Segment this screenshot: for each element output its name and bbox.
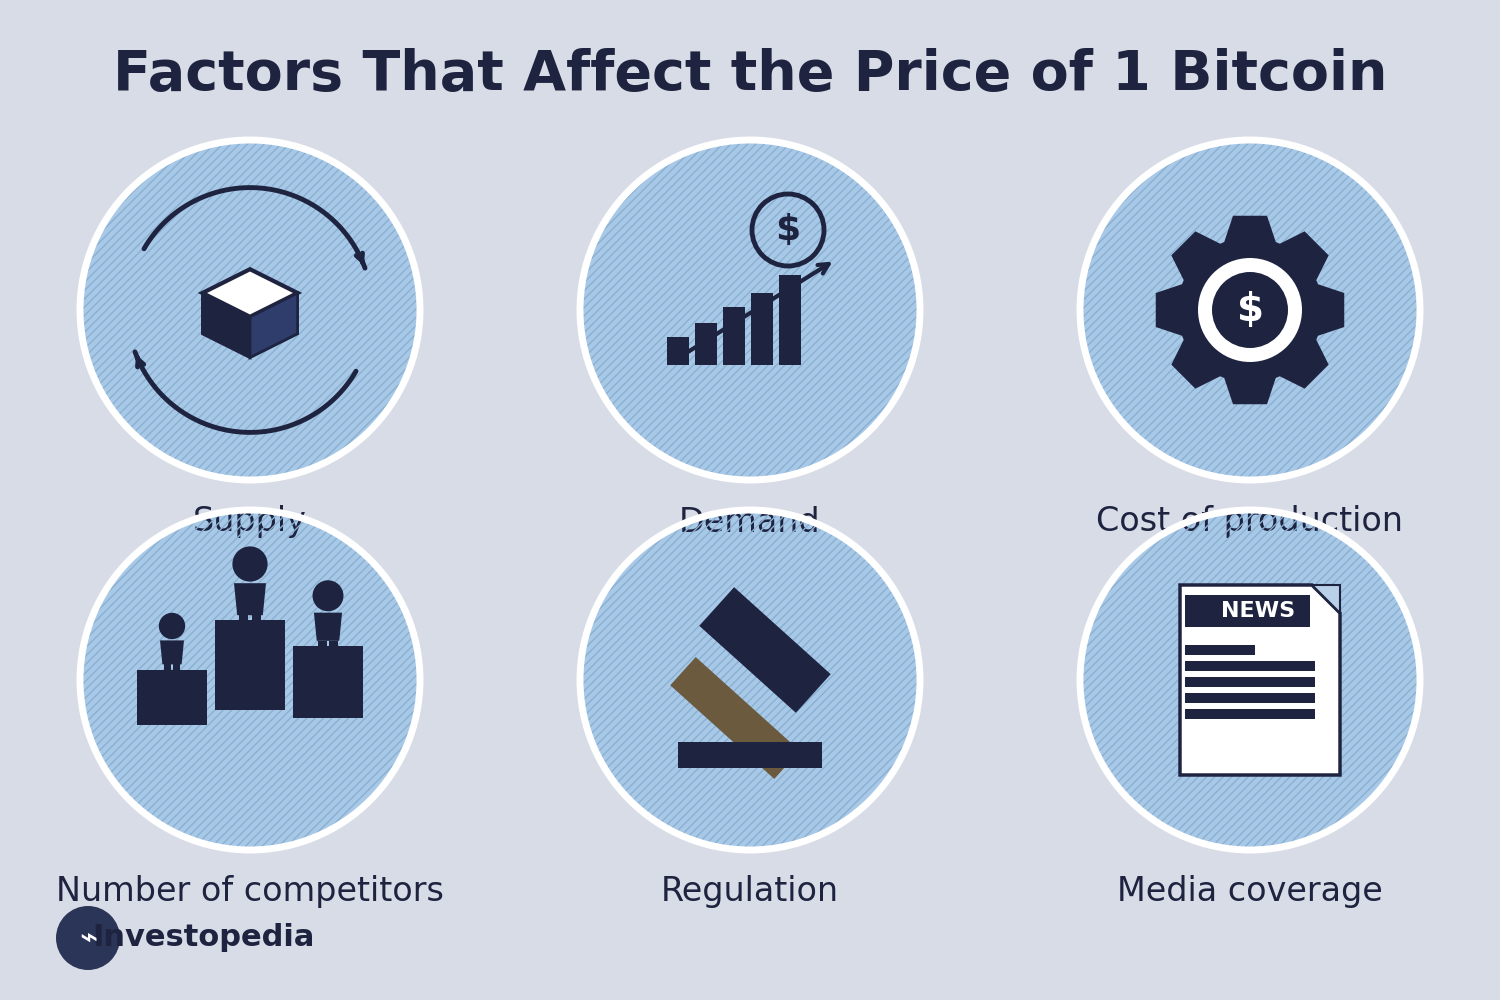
Polygon shape bbox=[1180, 585, 1340, 775]
Text: Factors That Affect the Price of 1 Bitcoin: Factors That Affect the Price of 1 Bitco… bbox=[112, 48, 1388, 102]
Polygon shape bbox=[723, 307, 746, 365]
Circle shape bbox=[80, 510, 420, 850]
Circle shape bbox=[232, 546, 267, 582]
Polygon shape bbox=[330, 641, 338, 663]
Polygon shape bbox=[314, 613, 342, 641]
Polygon shape bbox=[252, 615, 261, 641]
Polygon shape bbox=[1156, 216, 1344, 404]
Polygon shape bbox=[1312, 585, 1340, 613]
Text: Supply: Supply bbox=[194, 506, 308, 538]
Polygon shape bbox=[202, 269, 297, 317]
Polygon shape bbox=[668, 337, 688, 365]
Polygon shape bbox=[1185, 709, 1316, 719]
Polygon shape bbox=[234, 583, 266, 615]
Polygon shape bbox=[214, 620, 285, 710]
Text: Number of competitors: Number of competitors bbox=[56, 876, 444, 908]
Polygon shape bbox=[678, 742, 822, 768]
Polygon shape bbox=[694, 323, 717, 365]
Text: Demand: Demand bbox=[680, 506, 820, 538]
Polygon shape bbox=[1185, 677, 1316, 687]
Polygon shape bbox=[238, 615, 249, 641]
Circle shape bbox=[56, 906, 120, 970]
Text: $: $ bbox=[776, 213, 801, 247]
Polygon shape bbox=[1185, 693, 1316, 703]
Polygon shape bbox=[699, 587, 831, 713]
Circle shape bbox=[312, 580, 344, 611]
Polygon shape bbox=[1185, 661, 1316, 671]
Text: Media coverage: Media coverage bbox=[1118, 876, 1383, 908]
Polygon shape bbox=[164, 664, 171, 684]
Polygon shape bbox=[251, 293, 297, 358]
Text: NEWS: NEWS bbox=[1221, 601, 1294, 621]
Circle shape bbox=[580, 510, 920, 850]
Circle shape bbox=[1212, 272, 1288, 348]
Text: Regulation: Regulation bbox=[662, 876, 839, 908]
Circle shape bbox=[80, 140, 420, 480]
Polygon shape bbox=[752, 293, 772, 365]
Circle shape bbox=[1080, 510, 1420, 850]
Polygon shape bbox=[292, 646, 363, 718]
Circle shape bbox=[580, 140, 920, 480]
Polygon shape bbox=[318, 641, 327, 663]
Circle shape bbox=[1080, 140, 1420, 480]
Polygon shape bbox=[160, 640, 184, 664]
Polygon shape bbox=[136, 670, 207, 725]
Polygon shape bbox=[778, 275, 801, 365]
Circle shape bbox=[1198, 258, 1302, 362]
Polygon shape bbox=[1185, 595, 1310, 627]
Circle shape bbox=[159, 613, 184, 639]
Polygon shape bbox=[172, 664, 180, 684]
Text: ⌁: ⌁ bbox=[80, 924, 98, 952]
Text: $: $ bbox=[1236, 291, 1263, 329]
Text: Investopedia: Investopedia bbox=[92, 924, 314, 952]
Text: Cost of production: Cost of production bbox=[1096, 506, 1404, 538]
Polygon shape bbox=[202, 293, 250, 358]
Polygon shape bbox=[1185, 645, 1256, 655]
Polygon shape bbox=[670, 657, 800, 779]
